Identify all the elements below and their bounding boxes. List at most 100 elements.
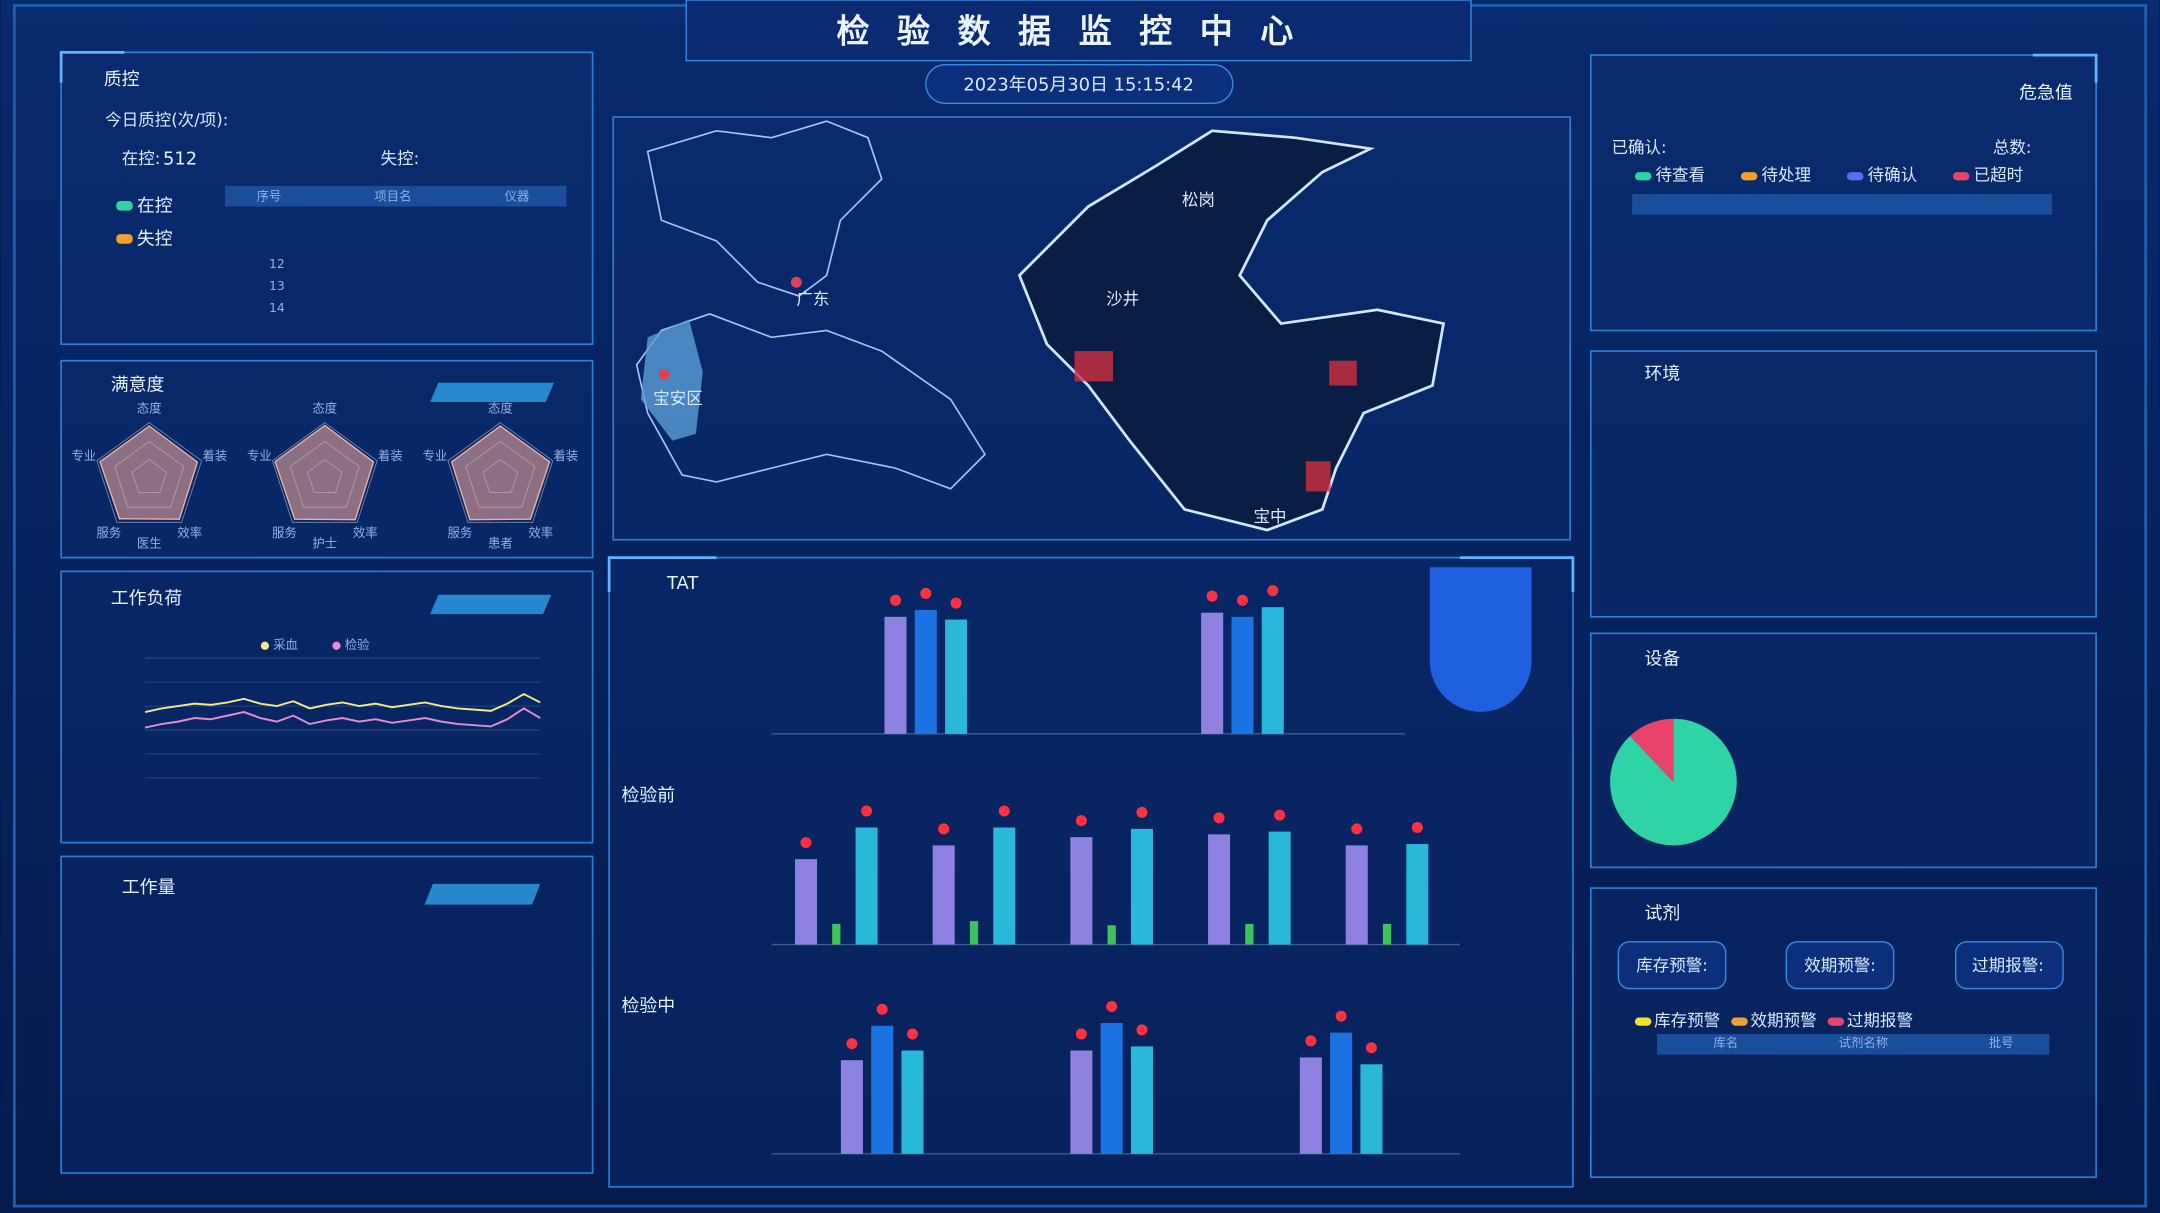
- bar: [1382, 923, 1392, 945]
- bar: [884, 616, 907, 734]
- radar-axis-label: 服务: [96, 525, 121, 540]
- panel-title: 试剂: [1645, 903, 1681, 924]
- radar-area: [99, 425, 199, 520]
- reagent-buttons: [1617, 941, 2064, 990]
- bar: [1330, 1032, 1353, 1154]
- radar-axis-label: 态度: [312, 400, 337, 415]
- bar: [1299, 1057, 1322, 1154]
- bar: [1261, 607, 1284, 734]
- legend-swatch: [1952, 172, 1970, 181]
- panel: [1589, 54, 2097, 332]
- bar: [794, 859, 818, 945]
- table-header: [224, 185, 567, 207]
- radar-axis-label: 专业: [247, 448, 272, 463]
- map-outline: [646, 120, 883, 297]
- datetime-pill: [925, 64, 1234, 104]
- bar: [855, 827, 878, 945]
- panel-title: 危急值: [2019, 83, 2073, 104]
- table-header: [1632, 194, 2053, 215]
- alert-dot: [1075, 815, 1087, 827]
- radar-axis-label: 态度: [137, 400, 162, 415]
- table-header: [1656, 1034, 2050, 1055]
- radar-grid: [96, 422, 203, 523]
- panel-title: 设备: [1645, 649, 1681, 670]
- panel: [60, 855, 594, 1174]
- radar-grid: [271, 422, 378, 523]
- radar-axis-label: 效率: [177, 525, 202, 540]
- map-label: 沙井: [1106, 290, 1139, 309]
- panel: [60, 570, 594, 844]
- legend-label: 采血: [273, 637, 298, 652]
- alert-dot: [950, 597, 962, 609]
- map-region: [640, 319, 703, 441]
- alert-dot: [920, 587, 932, 599]
- field-value: 512: [163, 149, 197, 170]
- radar-axis-label: 态度: [488, 400, 513, 415]
- line-series: [144, 692, 541, 713]
- legend-swatch: [1827, 1017, 1845, 1026]
- bar: [1130, 828, 1153, 945]
- legend-dot: [260, 641, 270, 650]
- gauge: [1429, 567, 1532, 712]
- header-title: 检验数据监控中心: [836, 12, 1321, 51]
- alert-dot: [906, 1028, 918, 1040]
- map-label: 松岗: [1182, 191, 1215, 210]
- alert-dot: [1274, 809, 1286, 821]
- alert-dot: [1136, 806, 1148, 818]
- bar: [945, 619, 968, 734]
- field-label: 总数:: [1993, 138, 2032, 157]
- radar-axis-label: 服务: [272, 525, 297, 540]
- table-header-cell: 批号: [1989, 1035, 2014, 1050]
- legend-label: 待确认: [1868, 166, 1918, 185]
- radar-name: 医生: [137, 535, 162, 550]
- legend-label: 待查看: [1656, 166, 1706, 185]
- legend-swatch: [1846, 172, 1864, 181]
- alert-dot: [1365, 1042, 1377, 1054]
- panel-title: 环境: [1645, 364, 1681, 385]
- bar: [832, 923, 841, 945]
- alert-dot: [846, 1038, 858, 1050]
- pie-slice: [1630, 718, 1674, 783]
- table-header-cell: 序号: [257, 188, 282, 203]
- legend-swatch: [1731, 1017, 1748, 1026]
- radar-area: [274, 424, 375, 521]
- radar-axis-label: 着装: [553, 448, 578, 463]
- alert-dot: [1305, 1035, 1317, 1047]
- datetime: 2023年05月30日 15:15:42: [963, 74, 1194, 95]
- map-hotspots: [1074, 351, 1357, 492]
- field-label: 今日质控(次/项):: [105, 111, 228, 130]
- alert-dot: [1206, 590, 1218, 602]
- alert-dot: [998, 805, 1010, 817]
- button[interactable]: [1785, 941, 1895, 990]
- legend-label: 待处理: [1762, 166, 1812, 185]
- alert-dot: [876, 1003, 888, 1015]
- button[interactable]: [1954, 941, 2064, 990]
- legend-swatch: [1634, 172, 1652, 181]
- bar: [1268, 831, 1291, 945]
- legend-label: 在控: [137, 196, 173, 217]
- field-label: 已确认:: [1611, 138, 1666, 157]
- bar: [1208, 834, 1231, 945]
- alert-dot: [1136, 1024, 1148, 1036]
- legend-swatch: [1740, 172, 1758, 181]
- legend-swatch: [1634, 1017, 1652, 1026]
- legend-dot: [332, 641, 341, 650]
- bar: [914, 609, 937, 734]
- header-bar: [685, 0, 1472, 62]
- bar: [1100, 1022, 1123, 1154]
- bar: [1070, 837, 1093, 945]
- map-district: [1017, 129, 1446, 532]
- alert-dot: [1075, 1028, 1087, 1040]
- button[interactable]: [1617, 941, 1727, 990]
- field-label: 在控:: [122, 149, 161, 168]
- alert-dot: [889, 594, 902, 606]
- bar: [1107, 925, 1116, 945]
- row-number: 12: [269, 256, 285, 271]
- radar-grid: [447, 422, 554, 523]
- map-marker: [790, 276, 802, 288]
- bar: [901, 1050, 924, 1154]
- alert-dot: [1213, 812, 1225, 824]
- radar-axis-label: 效率: [353, 525, 378, 540]
